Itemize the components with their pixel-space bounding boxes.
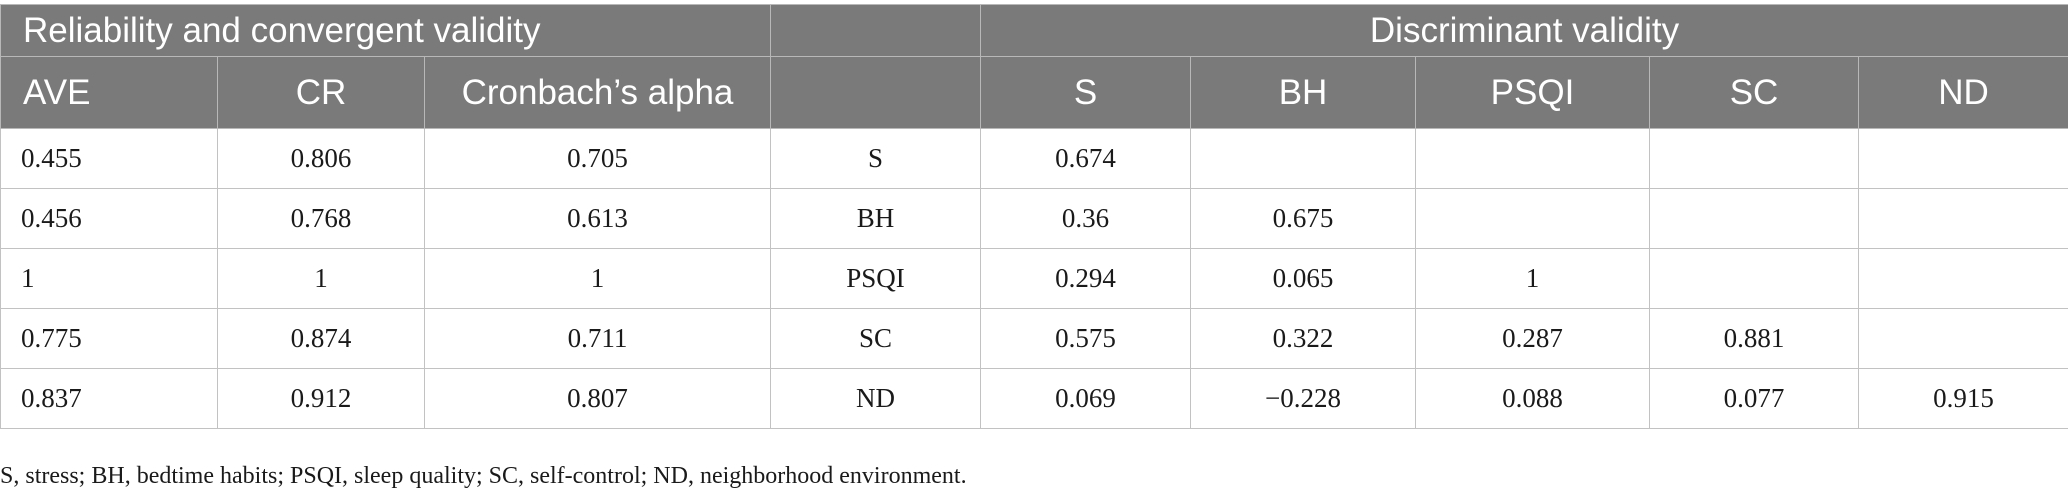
table-cell-psqi: 1 <box>1415 248 1650 309</box>
table-cell-nd <box>1857 308 2068 369</box>
group-header-reliability: Reliability and convergent validity <box>0 4 771 57</box>
table-cell-nd: 0.915 <box>1857 368 2068 429</box>
table-cell-cronbach-alpha: 0.807 <box>424 368 771 429</box>
table-cell-ave: 1 <box>0 248 218 309</box>
table-cell-sc: 0.077 <box>1649 368 1859 429</box>
column-header-nd: ND <box>1857 56 2068 129</box>
table-header: Reliability and convergent validity Disc… <box>0 4 2068 129</box>
table-cell-bh: −0.228 <box>1190 368 1416 429</box>
table-cell-bh: 0.675 <box>1190 188 1416 249</box>
table-cell-cronbach-alpha: 0.705 <box>424 128 771 189</box>
table-cell-psqi: 0.088 <box>1415 368 1650 429</box>
column-header-sc: SC <box>1649 56 1859 129</box>
header-column-row: AVE CR Cronbach’s alpha S BH PSQI SC ND <box>0 56 2068 129</box>
table-cell-cr: 1 <box>217 248 425 309</box>
table-cell-nd <box>1857 188 2068 249</box>
table-cell-nd <box>1857 128 2068 189</box>
column-header-cr: CR <box>217 56 425 129</box>
table-cell-cr: 0.874 <box>217 308 425 369</box>
column-header-cronbach-alpha: Cronbach’s alpha <box>424 56 771 129</box>
column-header-s: S <box>980 56 1191 129</box>
table-cell-sc <box>1649 188 1859 249</box>
table-cell-bh <box>1190 128 1416 189</box>
table-cell-s: 0.674 <box>980 128 1191 189</box>
table-cell-construct: SC <box>770 308 981 369</box>
validity-table: Reliability and convergent validity Disc… <box>0 4 2068 429</box>
table-cell-cronbach-alpha: 1 <box>424 248 771 309</box>
table-cell-ave: 0.455 <box>0 128 218 189</box>
table-cell-ave: 0.775 <box>0 308 218 369</box>
table-cell-s: 0.36 <box>980 188 1191 249</box>
table-body: 0.455 0.806 0.705 S 0.674 0.456 0.768 0.… <box>0 128 2068 429</box>
table-cell-cronbach-alpha: 0.711 <box>424 308 771 369</box>
column-header-ave: AVE <box>0 56 218 129</box>
table-cell-cronbach-alpha: 0.613 <box>424 188 771 249</box>
column-header-construct <box>770 56 981 129</box>
table-cell-sc <box>1649 248 1859 309</box>
table-cell-ave: 0.837 <box>0 368 218 429</box>
table-cell-s: 0.294 <box>980 248 1191 309</box>
table-row: 0.837 0.912 0.807 ND 0.069 −0.228 0.088 … <box>0 368 2068 429</box>
table-cell-cr: 0.912 <box>217 368 425 429</box>
column-header-psqi: PSQI <box>1415 56 1650 129</box>
table-cell-sc <box>1649 128 1859 189</box>
table-row: 0.456 0.768 0.613 BH 0.36 0.675 <box>0 188 2068 249</box>
table-cell-construct: PSQI <box>770 248 981 309</box>
table-cell-bh: 0.065 <box>1190 248 1416 309</box>
table-row: 1 1 1 PSQI 0.294 0.065 1 <box>0 248 2068 309</box>
table-cell-ave: 0.456 <box>0 188 218 249</box>
table-cell-psqi <box>1415 128 1650 189</box>
table-footnote: S, stress; BH, bedtime habits; PSQI, sle… <box>0 463 967 489</box>
table-cell-cr: 0.806 <box>217 128 425 189</box>
table-cell-s: 0.069 <box>980 368 1191 429</box>
table-cell-bh: 0.322 <box>1190 308 1416 369</box>
table-cell-psqi <box>1415 188 1650 249</box>
table-row: 0.455 0.806 0.705 S 0.674 <box>0 128 2068 189</box>
table-cell-sc: 0.881 <box>1649 308 1859 369</box>
table-cell-construct: ND <box>770 368 981 429</box>
table-cell-construct: S <box>770 128 981 189</box>
column-header-bh: BH <box>1190 56 1416 129</box>
table-cell-cr: 0.768 <box>217 188 425 249</box>
results-table-container: Reliability and convergent validity Disc… <box>0 4 2068 429</box>
table-cell-construct: BH <box>770 188 981 249</box>
group-header-blank <box>770 4 981 57</box>
table-cell-s: 0.575 <box>980 308 1191 369</box>
table-cell-nd <box>1857 248 2068 309</box>
table-cell-psqi: 0.287 <box>1415 308 1650 369</box>
table-row: 0.775 0.874 0.711 SC 0.575 0.322 0.287 0… <box>0 308 2068 369</box>
header-group-row: Reliability and convergent validity Disc… <box>0 4 2068 57</box>
group-header-discriminant: Discriminant validity <box>979 4 2068 57</box>
